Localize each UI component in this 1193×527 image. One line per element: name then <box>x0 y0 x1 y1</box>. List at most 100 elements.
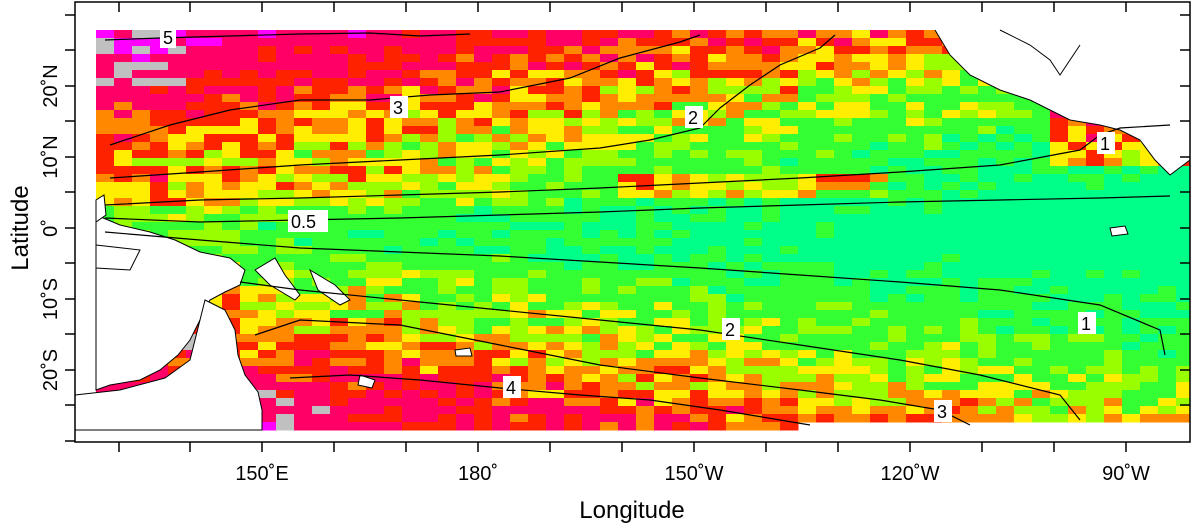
heatmap-cell <box>978 390 997 399</box>
heatmap-cell <box>438 54 457 63</box>
heatmap-cell <box>474 198 493 207</box>
heatmap-cell <box>852 206 871 215</box>
heatmap-cell <box>636 126 655 135</box>
heatmap-cell <box>384 350 403 359</box>
heatmap-cell <box>816 358 835 367</box>
heatmap-cell <box>1050 222 1069 231</box>
heatmap-cell <box>942 222 961 231</box>
heatmap-cell <box>960 174 979 183</box>
heatmap-cell <box>492 198 511 207</box>
contour-line-3-north <box>109 34 701 146</box>
heatmap-cell <box>366 254 385 263</box>
heatmap-cell <box>1158 414 1177 423</box>
heatmap-cell <box>726 238 745 247</box>
heatmap-cell <box>708 318 727 327</box>
heatmap-cell <box>600 166 619 175</box>
heatmap-cell <box>312 62 331 71</box>
heatmap-cell <box>186 86 205 95</box>
heatmap-cell <box>168 102 187 111</box>
heatmap-cell <box>348 110 367 119</box>
heatmap-cell <box>1032 134 1051 143</box>
heatmap-cell <box>834 158 853 167</box>
heatmap-cell <box>330 246 349 255</box>
coastline-layer <box>75 29 1190 431</box>
heatmap-cell <box>348 94 367 103</box>
heatmap-cell <box>1104 262 1123 271</box>
heatmap-cell <box>1140 342 1159 351</box>
heatmap-cell <box>420 222 439 231</box>
heatmap-cell <box>546 398 565 407</box>
heatmap-cell <box>582 398 601 407</box>
heatmap-cell <box>528 366 547 375</box>
heatmap-cell <box>888 174 907 183</box>
heatmap-cell <box>474 214 493 223</box>
heatmap-cell <box>798 326 817 335</box>
heatmap-cell <box>816 390 835 399</box>
heatmap-cell <box>1086 158 1105 167</box>
heatmap-cell <box>1158 198 1177 207</box>
heatmap-cell <box>582 390 601 399</box>
heatmap-cell <box>600 126 619 135</box>
heatmap-cell <box>528 134 547 143</box>
heatmap-cell <box>348 342 367 351</box>
heatmap-cell <box>222 310 241 319</box>
heatmap-cell <box>672 230 691 239</box>
heatmap-cell <box>996 230 1015 239</box>
heatmap-cell <box>276 198 295 207</box>
heatmap-cell <box>348 350 367 359</box>
heatmap-cell <box>276 358 295 367</box>
heatmap-cell <box>330 158 349 167</box>
x-axis <box>118 2 1127 452</box>
heatmap-cell <box>1140 238 1159 247</box>
heatmap-cell <box>978 174 997 183</box>
heatmap-cell <box>294 366 313 375</box>
heatmap-cell <box>618 278 637 287</box>
heatmap-cell <box>114 118 133 127</box>
heatmap-cell <box>1176 334 1190 343</box>
heatmap-cell <box>834 286 853 295</box>
heatmap-cell <box>240 62 259 71</box>
heatmap-cell <box>834 38 853 47</box>
heatmap-cell <box>1140 166 1159 175</box>
heatmap-cell <box>168 86 187 95</box>
heatmap-cell <box>798 270 817 279</box>
heatmap-cell <box>654 422 673 431</box>
heatmap-cell <box>870 334 889 343</box>
heatmap-cell <box>996 334 1015 343</box>
heatmap-cell <box>942 78 961 87</box>
heatmap-cell <box>402 158 421 167</box>
heatmap-cell <box>870 374 889 383</box>
heatmap-cell <box>636 390 655 399</box>
heatmap-cell <box>942 70 961 79</box>
heatmap-cell <box>384 230 403 239</box>
heatmap-cell <box>996 126 1015 135</box>
heatmap-cell <box>312 390 331 399</box>
heatmap-cell <box>582 118 601 127</box>
heatmap-cell <box>960 102 979 111</box>
heatmap-cell <box>798 414 817 423</box>
heatmap-cell <box>978 182 997 191</box>
heatmap-cell <box>834 150 853 159</box>
heatmap-cell <box>708 326 727 335</box>
heatmap-cell <box>1140 414 1159 423</box>
heatmap-cell <box>564 134 583 143</box>
heatmap-cell <box>636 310 655 319</box>
heatmap-cell <box>168 158 187 167</box>
heatmap-cell <box>726 150 745 159</box>
heatmap-cell <box>1176 286 1190 295</box>
heatmap-cell <box>582 134 601 143</box>
heatmap-cell <box>780 38 799 47</box>
heatmap-cell <box>402 390 421 399</box>
heatmap-cell <box>474 86 493 95</box>
heatmap-cell <box>780 62 799 71</box>
heatmap-cell <box>978 374 997 383</box>
heatmap-cell <box>150 54 169 63</box>
heatmap-cell <box>654 310 673 319</box>
heatmap-cell <box>384 310 403 319</box>
heatmap-cell <box>438 350 457 359</box>
heatmap-cell <box>708 86 727 95</box>
heatmap-cell <box>1014 222 1033 231</box>
heatmap-cell <box>672 94 691 103</box>
heatmap-cell <box>258 150 277 159</box>
heatmap-cell <box>708 358 727 367</box>
